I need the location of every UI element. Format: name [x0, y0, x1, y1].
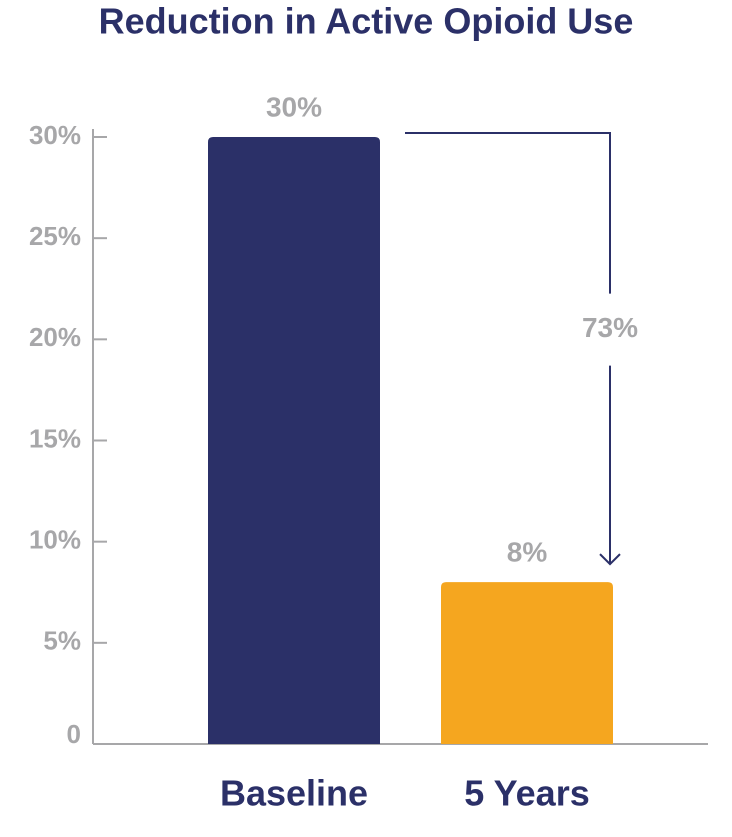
- value-label: 8%: [507, 537, 548, 568]
- y-tick-label: 20%: [29, 322, 81, 352]
- arrow: [599, 365, 621, 566]
- y-tick-label: 30%: [29, 120, 81, 150]
- y-tick-label: 15%: [29, 423, 81, 453]
- bar: [441, 582, 613, 744]
- y-tick-label: 0: [67, 719, 81, 749]
- x-tick-label: 5 Years: [464, 773, 589, 814]
- y-tick-label: 10%: [29, 525, 81, 555]
- y-tick-label: 5%: [43, 626, 81, 656]
- bar: [208, 137, 380, 744]
- arrow: [405, 132, 611, 294]
- chart-title: Reduction in Active Opioid Use: [99, 1, 634, 42]
- annotation: 73%: [582, 312, 638, 343]
- value-label: 30%: [266, 91, 322, 122]
- y-tick-label: 25%: [29, 221, 81, 251]
- x-tick-label: Baseline: [220, 773, 368, 814]
